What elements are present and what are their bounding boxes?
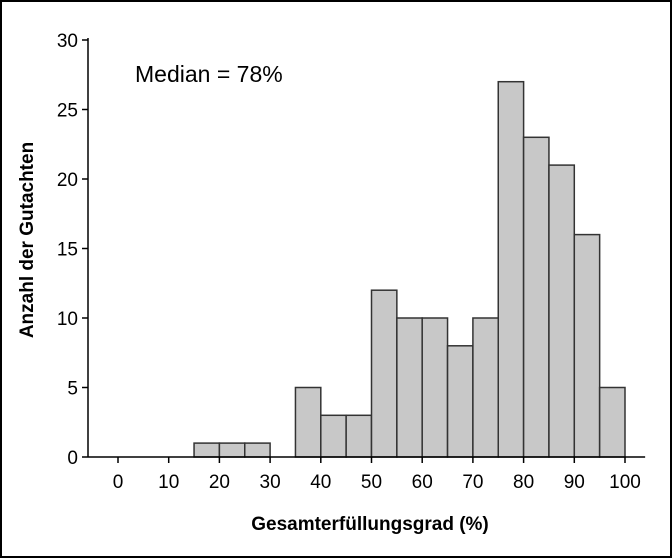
x-tick-label: 100 — [609, 472, 641, 493]
bars-group — [193, 80, 626, 458]
histogram-bar — [244, 442, 271, 458]
y-tick-label: 15 — [57, 240, 78, 261]
y-tick-label: 20 — [57, 170, 78, 191]
y-tick-label: 25 — [57, 101, 78, 122]
x-tick-label: 70 — [462, 472, 483, 493]
x-tick-label: 20 — [209, 472, 230, 493]
y-tick-label: 10 — [57, 309, 78, 330]
histogram-bar — [345, 414, 373, 458]
histogram-bar — [522, 136, 550, 458]
histogram-bar — [497, 80, 525, 458]
x-axis-title: Gesamterfüllungsgrad (%) — [251, 514, 489, 535]
histogram-bar — [320, 414, 347, 458]
y-tick-label: 30 — [57, 31, 78, 52]
y-tick-label: 5 — [67, 379, 78, 400]
x-tick-label: 30 — [260, 472, 281, 493]
histogram-bar — [472, 317, 499, 458]
axes-group: 0 5 10 15 20 25 30 0 10 20 30 40 50 60 70 80 90 100 — [57, 31, 646, 493]
x-tick-label: 0 — [113, 472, 124, 493]
x-tick-label: 80 — [513, 472, 534, 493]
x-tick-label: 10 — [158, 472, 179, 493]
histogram-bar — [548, 164, 576, 458]
histogram-bar — [370, 289, 398, 458]
x-tick-label: 40 — [310, 472, 331, 493]
histogram-bar — [294, 386, 322, 458]
x-tick-label: 60 — [412, 472, 433, 493]
histogram-bar — [446, 345, 474, 458]
median-annotation: Median = 78% — [135, 61, 283, 87]
histogram-bar — [193, 442, 221, 458]
histogram-bar — [421, 317, 449, 458]
x-tick-label: 90 — [564, 472, 585, 493]
histogram-bar — [573, 233, 601, 458]
y-axis-title: Anzahl der Gutachten — [17, 142, 38, 338]
histogram-bar — [598, 386, 626, 458]
y-tick-label: 0 — [67, 448, 78, 469]
histogram-bar — [396, 317, 423, 458]
x-tick-label: 50 — [361, 472, 382, 493]
histogram-bar — [218, 442, 246, 458]
